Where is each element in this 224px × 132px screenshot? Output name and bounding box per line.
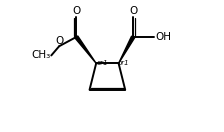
Text: OH: OH: [155, 32, 171, 42]
Text: O: O: [129, 6, 137, 16]
Text: CH₃: CH₃: [31, 50, 51, 60]
Text: or1: or1: [97, 60, 108, 66]
Polygon shape: [75, 36, 96, 63]
Text: O: O: [55, 36, 63, 46]
Text: O: O: [72, 6, 80, 16]
Text: or1: or1: [118, 60, 129, 66]
Polygon shape: [118, 36, 135, 63]
